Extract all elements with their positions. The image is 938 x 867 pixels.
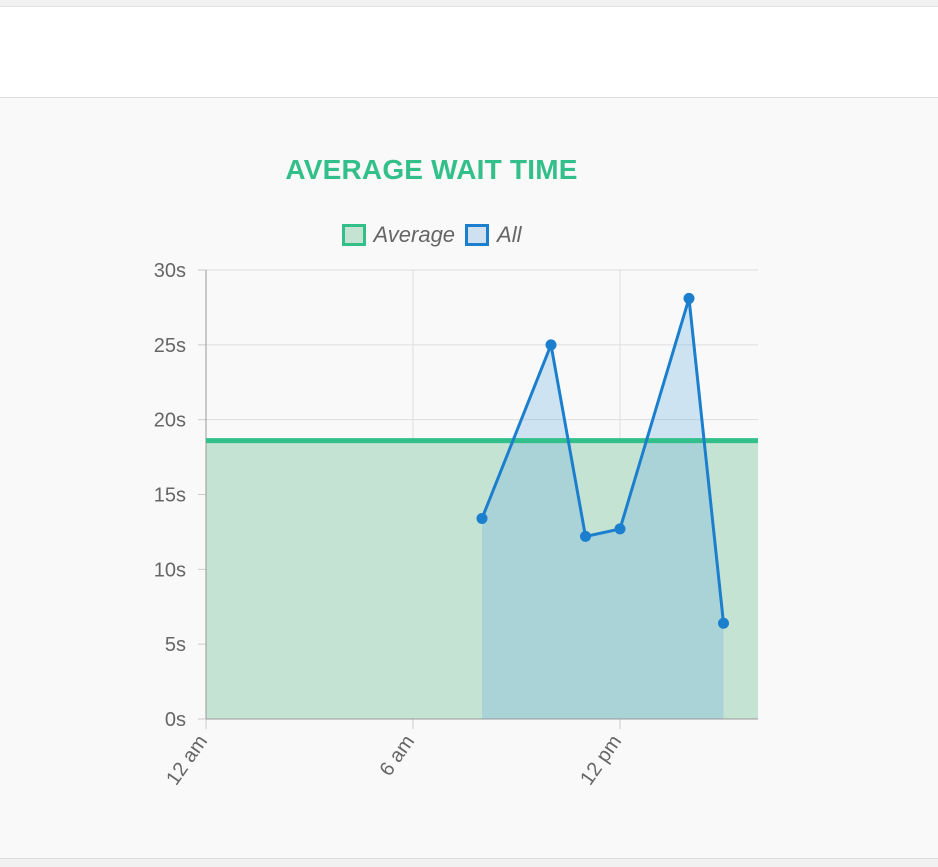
x-tick-label-1: 6 am [376, 731, 420, 780]
y-tick-label-5: 25s [154, 335, 186, 357]
x-tick-label-2: 12 pm [576, 731, 626, 789]
y-tick-label-0: 0s [165, 709, 186, 731]
legend-label-all: All [497, 222, 522, 247]
area-average [206, 440, 758, 719]
y-tick-label-3: 15s [154, 485, 186, 507]
point-all-5 [718, 617, 729, 629]
legend-swatch-all [465, 224, 490, 246]
point-all-3 [614, 523, 626, 535]
y-tick-label-1: 5s [165, 634, 186, 656]
point-all-0 [476, 512, 488, 524]
area-all [482, 298, 724, 719]
point-all-4 [683, 292, 695, 304]
line-all [480, 298, 725, 624]
bottom-strip [0, 859, 938, 867]
legend-item-average[interactable]: Average [341, 222, 456, 248]
legend-swatch-average [341, 224, 366, 246]
y-tick-label-4: 20s [154, 410, 186, 432]
chart-title: AVERAGE WAIT TIME [285, 154, 578, 185]
chart-legend: Average All [0, 222, 863, 248]
point-all-2 [580, 530, 591, 542]
legend-item-all[interactable]: All [465, 222, 522, 248]
legend-label-average: Average [373, 222, 456, 247]
y-tick-label-6: 30s [154, 260, 186, 282]
y-tick-label-2: 10s [154, 559, 186, 581]
x-tick-label-0: 12 am [162, 731, 212, 789]
point-all-1 [545, 339, 557, 351]
header-panel [0, 7, 938, 98]
top-strip [0, 0, 938, 7]
